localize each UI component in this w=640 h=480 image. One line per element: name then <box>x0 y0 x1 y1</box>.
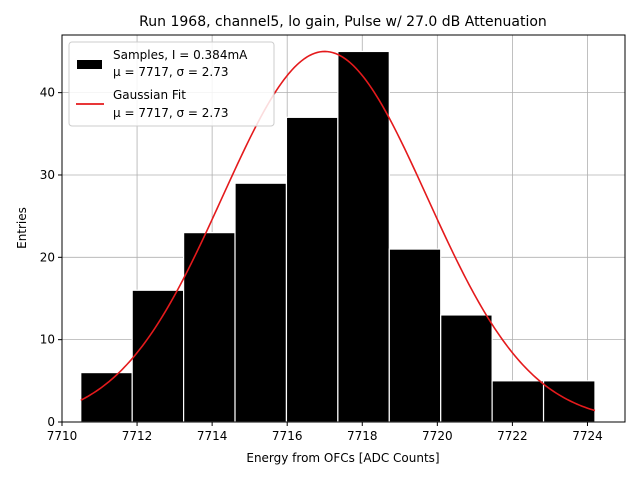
y-axis-label: Entries <box>15 207 29 249</box>
x-tick-label: 7724 <box>572 429 603 443</box>
chart-title: Run 1968, channel5, lo gain, Pulse w/ 27… <box>139 14 547 30</box>
y-tick-label: 30 <box>40 168 55 182</box>
y-tick-label: 20 <box>40 250 55 264</box>
histogram-bars <box>80 50 596 423</box>
x-tick-label: 7712 <box>122 429 153 443</box>
x-tick-label: 7710 <box>47 429 78 443</box>
legend-fit-label: Gaussian Fit <box>113 88 186 102</box>
x-axis-ticks: 7710 7712 7714 7716 7718 7720 7722 7724 <box>47 422 603 443</box>
legend: Samples, I = 0.384mA μ = 7717, σ = 2.73 … <box>68 41 275 127</box>
x-tick-label: 7722 <box>497 429 528 443</box>
gaussian-fit-line <box>80 50 596 412</box>
plot-frame <box>61 34 626 423</box>
histogram-bar <box>337 50 390 423</box>
x-tick-label: 7720 <box>422 429 453 443</box>
x-tick-label: 7716 <box>272 429 303 443</box>
histogram-bar <box>234 182 288 423</box>
histogram-bar <box>440 314 493 423</box>
histogram-bar <box>183 232 236 423</box>
histogram-bar <box>80 371 133 423</box>
x-axis-label: Energy from OFCs [ADC Counts] <box>246 451 439 465</box>
histogram-bar <box>491 380 545 423</box>
legend-samples-swatch <box>77 60 102 69</box>
x-tick-label: 7718 <box>347 429 378 443</box>
y-tick-label: 40 <box>40 86 55 100</box>
y-tick-label: 0 <box>47 415 55 429</box>
y-tick-label: 10 <box>40 333 55 347</box>
histogram-bar <box>542 380 596 423</box>
legend-samples-stats: μ = 7717, σ = 2.73 <box>113 65 229 79</box>
x-tick-label: 7714 <box>197 429 228 443</box>
legend-samples-label: Samples, I = 0.384mA <box>113 48 248 62</box>
histogram-bar <box>131 289 185 423</box>
legend-box <box>68 41 275 127</box>
histogram-bar <box>388 248 442 423</box>
y-axis-ticks: 0 10 20 30 40 <box>40 86 62 429</box>
legend-fit-stats: μ = 7717, σ = 2.73 <box>113 106 229 120</box>
histogram-bar <box>285 116 339 423</box>
